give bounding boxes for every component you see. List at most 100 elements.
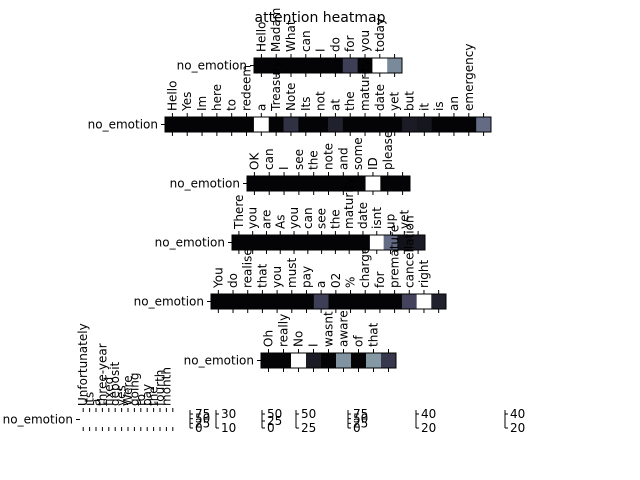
row-label: no_emotion xyxy=(134,295,204,309)
token-label: can xyxy=(299,30,313,52)
heatmap-cell xyxy=(284,294,300,309)
token-label: aware xyxy=(337,310,351,347)
heatmap-cell xyxy=(321,353,337,368)
row-label: no_emotion xyxy=(177,59,247,73)
token-label: Were xyxy=(121,375,135,406)
heatmap-cell xyxy=(397,235,412,250)
token-label: ID xyxy=(366,157,380,170)
heatmap-cell xyxy=(476,117,492,132)
heatmap-cell xyxy=(343,294,359,309)
token-label: here xyxy=(210,84,224,111)
colorbar-tick-label: 40 xyxy=(510,407,525,421)
heatmap-cell xyxy=(461,117,477,132)
heatmap-cell xyxy=(224,117,240,132)
heatmap-cell xyxy=(239,117,255,132)
token-label: to xyxy=(134,394,148,406)
token-label: and xyxy=(336,147,350,170)
heatmap-cell xyxy=(283,58,299,73)
token-label: that xyxy=(367,322,381,347)
token-label: you xyxy=(270,266,284,288)
token-label: that xyxy=(255,263,269,288)
token-label: are xyxy=(260,210,274,229)
heatmap-cell xyxy=(269,294,285,309)
token-label: you xyxy=(246,207,260,229)
heatmap-cell xyxy=(314,235,329,250)
heatmap-cell xyxy=(283,117,299,132)
token-label: What xyxy=(284,20,298,52)
heatmap-frame xyxy=(210,293,447,310)
heatmap-cell xyxy=(356,235,371,250)
token-label: I xyxy=(314,48,328,52)
token-label: Oh xyxy=(262,330,276,347)
token-label: fixed xyxy=(102,377,116,406)
token-label: to xyxy=(225,99,239,111)
token-label: a xyxy=(89,399,103,406)
heatmap-cell xyxy=(401,294,418,309)
heatmap-cell xyxy=(416,294,432,309)
token-label: note xyxy=(322,143,336,170)
colorbar-tick-label: 40 xyxy=(421,407,436,421)
token-label: not xyxy=(314,91,328,111)
token-label: yet xyxy=(388,92,402,111)
token-label: the xyxy=(328,209,342,229)
token-label: date xyxy=(373,84,387,111)
heatmap-cell xyxy=(387,294,403,309)
token-label: Madam xyxy=(269,8,283,52)
heatmap-cell xyxy=(335,176,352,191)
heatmap-cell xyxy=(372,58,388,73)
token-label: OK xyxy=(247,152,261,170)
token-label: Note xyxy=(284,83,298,111)
token-label: but xyxy=(403,91,417,111)
token-label: do xyxy=(226,273,240,288)
token-label: No xyxy=(292,331,306,347)
heatmap-cell xyxy=(328,117,344,132)
colorbar-tick-label: 25 xyxy=(267,414,282,428)
token-label: for xyxy=(343,35,357,52)
heatmap-cell xyxy=(225,294,241,309)
token-label: redeem xyxy=(240,65,254,111)
colorbar-tick-label: 30 xyxy=(221,407,236,421)
token-label: the xyxy=(147,386,161,406)
colorbar-tick-label: 20 xyxy=(510,421,525,435)
token-label: As xyxy=(273,215,287,229)
token-label: an xyxy=(447,96,461,111)
token-label: maturity xyxy=(342,178,356,229)
token-label: up xyxy=(384,214,398,229)
row-label: no_emotion xyxy=(88,118,158,132)
token-label: the xyxy=(343,91,357,111)
token-label: Hello xyxy=(165,81,179,111)
heatmap-cell xyxy=(402,117,418,132)
heatmap-cell xyxy=(395,176,411,191)
heatmap-cell xyxy=(350,176,366,191)
colorbar-tick-label: 25 xyxy=(301,421,316,435)
token-label: date xyxy=(356,202,370,229)
heatmap-cell xyxy=(209,117,225,132)
token-label: month xyxy=(159,367,173,406)
row-label: no_emotion xyxy=(184,354,254,368)
heatmap-cell xyxy=(351,353,367,368)
token-label: is xyxy=(432,101,446,111)
heatmap-cell xyxy=(247,176,263,191)
token-label: Hello xyxy=(254,22,268,52)
token-label: You xyxy=(211,267,225,289)
token-label: three-year xyxy=(95,343,109,406)
heatmap-cell xyxy=(211,294,227,309)
colorbar-tick-label: 50 xyxy=(267,407,282,421)
token-label: isnt xyxy=(370,207,384,229)
token-label: Unfortunately xyxy=(76,323,90,406)
heatmap-cell xyxy=(357,117,373,132)
heatmap-cell xyxy=(357,294,373,309)
row-label: no_emotion xyxy=(170,177,240,191)
heatmap-cell xyxy=(291,353,307,368)
heatmap-cell xyxy=(366,353,382,368)
token-label: a xyxy=(254,104,268,111)
heatmap-cell xyxy=(431,117,447,132)
colorbar-tick-label: 50 xyxy=(353,412,368,426)
heatmap-cell xyxy=(306,176,322,191)
heatmap-cell xyxy=(245,235,260,250)
